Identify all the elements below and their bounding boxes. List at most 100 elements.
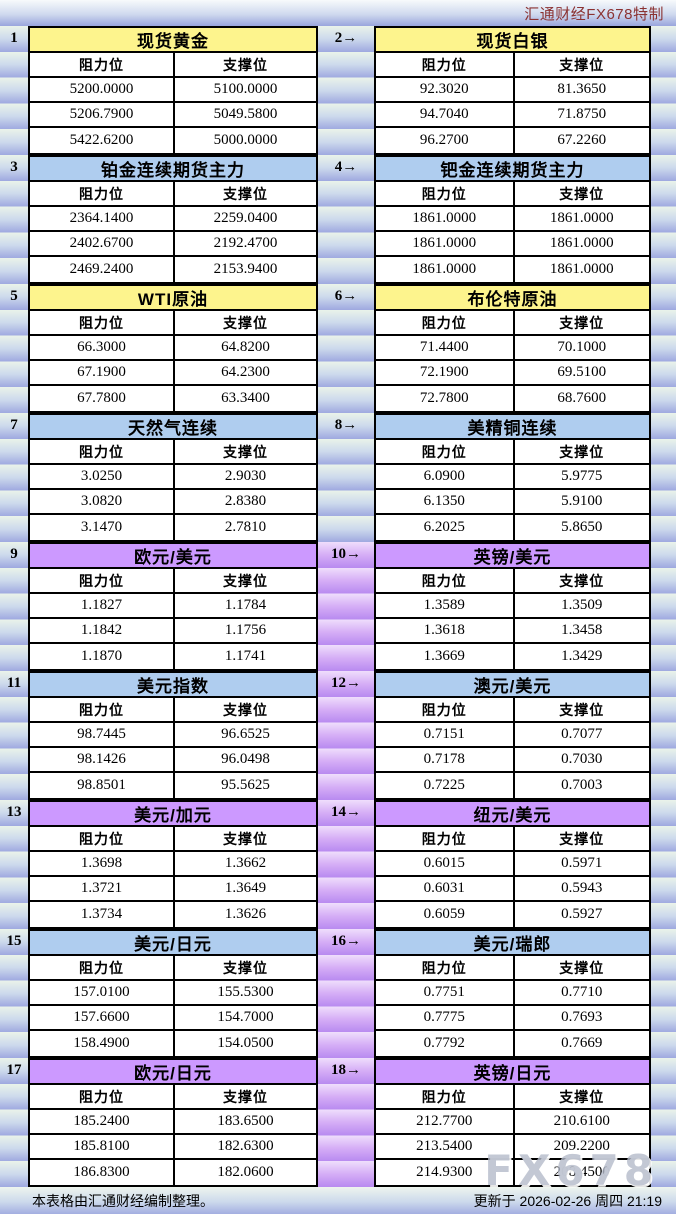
table-platinum-futures: 铂金连续期货主力 阻力位 支撑位 2364.1400 2259.0400 240… bbox=[28, 155, 318, 284]
value-cell: 1.1827 bbox=[30, 594, 173, 619]
value-cell: 1.3509 bbox=[512, 594, 649, 619]
gutter: 8→ bbox=[318, 413, 374, 542]
left-margin: 3 bbox=[0, 155, 28, 284]
value-cell: 1.1741 bbox=[173, 644, 316, 669]
resistance-header: 阻力位 bbox=[30, 1085, 173, 1110]
value-cell: 69.5100 bbox=[512, 361, 649, 386]
value-cell: 0.6015 bbox=[376, 852, 513, 877]
value-cell: 5049.5800 bbox=[173, 103, 316, 128]
value-cell: 0.5927 bbox=[512, 902, 650, 927]
value-cell: 92.3020 bbox=[376, 78, 513, 103]
resistance-header: 阻力位 bbox=[376, 440, 513, 465]
value-cell: 155.5300 bbox=[173, 981, 316, 1006]
table-spot-gold: 现货黄金 阻力位 支撑位 5200.0000 5100.0000 5206.79… bbox=[28, 26, 318, 155]
resistance-header: 阻力位 bbox=[376, 569, 513, 594]
value-cell: 1.3649 bbox=[173, 877, 316, 902]
value-cell: 0.7077 bbox=[512, 723, 649, 748]
table-eur-usd: 欧元/美元 阻力位 支撑位 1.1827 1.1784 1.1842 1.175… bbox=[28, 542, 318, 671]
value-cell: 0.7710 bbox=[512, 981, 649, 1006]
table-title: 美元/瑞郎 bbox=[376, 931, 649, 956]
support-header: 支撑位 bbox=[173, 53, 316, 78]
value-cell: 5422.6200 bbox=[69, 132, 134, 148]
resistance-header: 阻力位 bbox=[30, 311, 173, 336]
right-margin bbox=[651, 155, 676, 284]
value-cell: 0.6059 bbox=[423, 906, 465, 922]
value-cell: 1.1842 bbox=[30, 619, 173, 644]
support-header: 支撑位 bbox=[173, 440, 316, 465]
pair-row-1: 1 现货黄金 阻力位 支撑位 5200.0000 5100.0000 5206.… bbox=[0, 26, 676, 155]
value-cell: 1861.0000 bbox=[512, 257, 650, 282]
value-cell: 96.0498 bbox=[173, 748, 316, 773]
value-cell: 209.2200 bbox=[512, 1135, 649, 1160]
gutter: 14→ bbox=[318, 800, 374, 929]
value-cell: 1861.0000 bbox=[412, 261, 477, 277]
value-cell: 0.5943 bbox=[512, 877, 649, 902]
right-margin bbox=[651, 671, 676, 800]
value-cell: 95.5625 bbox=[173, 773, 316, 798]
value-cell: 94.7040 bbox=[376, 103, 513, 128]
left-margin: 13 bbox=[0, 800, 28, 929]
value-cell: 157.0100 bbox=[30, 981, 173, 1006]
support-header: 支撑位 bbox=[512, 698, 649, 723]
table-natural-gas: 天然气连续 阻力位 支撑位 3.0250 2.9030 3.0820 2.838… bbox=[28, 413, 318, 542]
value-cell: 1.3458 bbox=[512, 619, 649, 644]
value-cell: 0.5971 bbox=[512, 852, 649, 877]
value-cell: 214.9300 bbox=[416, 1164, 473, 1180]
value-cell: 5206.7900 bbox=[30, 103, 173, 128]
table-title: 欧元/日元 bbox=[30, 1060, 316, 1085]
table-title: 澳元/美元 bbox=[376, 673, 649, 698]
table-title: 美元指数 bbox=[30, 673, 316, 698]
value-cell: 0.7792 bbox=[423, 1035, 465, 1051]
table-title: 现货黄金 bbox=[30, 28, 316, 53]
value-cell: 2.7810 bbox=[173, 515, 316, 540]
value-cell: 5000.0000 bbox=[173, 128, 316, 153]
table-wti-crude: WTI原油 阻力位 支撑位 66.3000 64.8200 67.1900 64… bbox=[28, 284, 318, 413]
footer-note: 本表格由汇通财经编制整理。 bbox=[32, 1192, 214, 1209]
value-cell: 2364.1400 bbox=[30, 207, 173, 232]
pair-row-3: 5 WTI原油 阻力位 支撑位 66.3000 64.8200 67.1900 … bbox=[0, 284, 676, 413]
table-palladium-futures: 钯金连续期货主力 阻力位 支撑位 1861.0000 1861.0000 186… bbox=[374, 155, 651, 284]
table-number: 4→ bbox=[334, 159, 358, 175]
value-cell: 182.6300 bbox=[173, 1135, 316, 1160]
table-number: 9 bbox=[10, 546, 18, 562]
table-number: 13 bbox=[6, 804, 22, 820]
table-title: 美元/日元 bbox=[30, 931, 316, 956]
resistance-header: 阻力位 bbox=[30, 698, 173, 723]
table-title: 美元/加元 bbox=[30, 802, 316, 827]
value-cell: 1.3589 bbox=[376, 594, 513, 619]
table-number: 10→ bbox=[331, 546, 361, 562]
pair-row-7: 13 美元/加元 阻力位 支撑位 1.3698 1.3662 1.3721 1.… bbox=[0, 800, 676, 929]
value-cell: 72.7800 bbox=[419, 390, 469, 406]
support-header: 支撑位 bbox=[173, 182, 316, 207]
value-cell: 1.1756 bbox=[173, 619, 316, 644]
table-title: 英镑/美元 bbox=[376, 544, 649, 569]
value-cell: 64.2300 bbox=[173, 361, 316, 386]
table-gbp-jpy: 英镑/日元 阻力位 支撑位 212.7700 210.6100 213.5400… bbox=[374, 1058, 651, 1187]
table-number: 17 bbox=[6, 1062, 22, 1078]
right-margin bbox=[651, 284, 676, 413]
resistance-header: 阻力位 bbox=[376, 1085, 513, 1110]
right-margin bbox=[651, 413, 676, 542]
table-title: 欧元/美元 bbox=[30, 544, 316, 569]
support-header: 支撑位 bbox=[512, 440, 649, 465]
value-cell: 212.7700 bbox=[376, 1110, 513, 1135]
resistance-header: 阻力位 bbox=[376, 311, 513, 336]
table-title: 铂金连续期货主力 bbox=[30, 157, 316, 182]
pair-row-9: 17 欧元/日元 阻力位 支撑位 185.2400 183.6500 185.8… bbox=[0, 1058, 676, 1187]
resistance-header: 阻力位 bbox=[30, 182, 173, 207]
value-cell: 182.0600 bbox=[173, 1160, 316, 1185]
table-number: 3 bbox=[10, 159, 18, 175]
value-cell: 0.7178 bbox=[376, 748, 513, 773]
table-title: 纽元/美元 bbox=[376, 802, 649, 827]
value-cell: 67.1900 bbox=[30, 361, 173, 386]
right-margin bbox=[651, 542, 676, 671]
left-margin: 11 bbox=[0, 671, 28, 800]
value-cell: 5.8650 bbox=[512, 515, 650, 540]
value-cell: 5200.0000 bbox=[30, 78, 173, 103]
value-cell: 5.9100 bbox=[512, 490, 649, 515]
support-header: 支撑位 bbox=[173, 698, 316, 723]
left-margin: 15 bbox=[0, 929, 28, 1058]
table-title: 现货白银 bbox=[376, 28, 649, 53]
resistance-header: 阻力位 bbox=[30, 956, 173, 981]
brand-label: 汇通财经FX678特制 bbox=[524, 5, 664, 23]
